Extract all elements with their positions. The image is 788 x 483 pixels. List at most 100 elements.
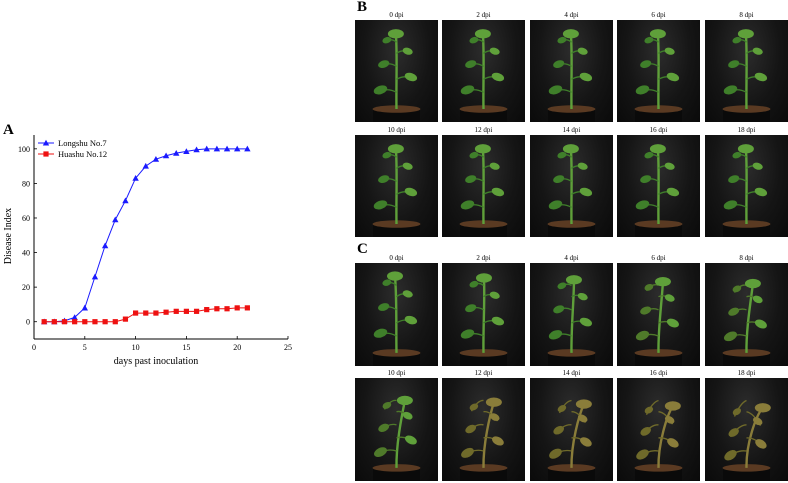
photo-caption: 0 dpi	[389, 254, 404, 262]
data-point	[71, 314, 78, 320]
panel-b-photo-cell: 16 dpi	[617, 126, 700, 237]
series-1	[40, 145, 251, 325]
photo-caption: 10 dpi	[387, 126, 406, 134]
data-point	[102, 319, 108, 325]
data-point	[122, 197, 129, 204]
data-point	[112, 319, 118, 325]
plant-photo	[355, 378, 438, 481]
data-point	[213, 145, 221, 152]
data-point	[51, 319, 57, 325]
data-point	[152, 156, 160, 162]
data-point	[244, 305, 250, 311]
data-point	[244, 145, 251, 152]
disease-index-chart: 0 20 40 60 80 100 0 5 10 15 20 25 Longshu No.7Huas…	[3, 135, 292, 367]
data-point	[193, 308, 200, 314]
data-point	[72, 319, 78, 325]
data-point	[133, 310, 139, 316]
plant-photo	[442, 263, 525, 366]
x-tick-label: 15	[182, 343, 190, 352]
data-point	[183, 148, 190, 154]
photo-caption: 6 dpi	[651, 11, 666, 19]
data-point	[81, 304, 88, 311]
y-axis-label: Disease Index	[3, 208, 14, 264]
plant-photo	[355, 135, 438, 237]
plant-photo	[442, 135, 525, 237]
data-point	[143, 310, 149, 316]
plant-photo	[530, 20, 613, 122]
data-point	[41, 319, 47, 325]
data-point	[163, 309, 169, 315]
plant-photo	[442, 20, 525, 122]
data-point	[234, 145, 241, 152]
legend-marker	[43, 151, 49, 157]
panel-b-photo-cell: 12 dpi	[442, 126, 525, 237]
photo-caption: 12 dpi	[474, 126, 493, 134]
plant-photo	[617, 135, 700, 237]
plant-photo	[705, 263, 788, 366]
plant-photo	[355, 20, 438, 122]
y-tick-label: 0	[26, 318, 30, 327]
panel-b-photo-cell: 4 dpi	[530, 11, 613, 122]
legend-label: Longshu No.7	[58, 138, 107, 148]
plant-photo	[617, 20, 700, 122]
panel-label-a: A	[3, 122, 14, 138]
y-tick-label: 100	[18, 145, 30, 154]
photo-caption: 4 dpi	[564, 11, 579, 19]
legend-marker	[42, 139, 50, 146]
plant-photo	[530, 135, 613, 237]
data-point	[122, 316, 129, 322]
plant-photo	[530, 263, 613, 366]
data-point	[142, 162, 149, 169]
data-point	[91, 273, 99, 280]
plant-photo	[617, 378, 700, 481]
y-tick-label: 40	[22, 249, 30, 258]
panel-c-photo-cell: 4 dpi	[530, 254, 613, 366]
x-axis-label: days past inoculation	[114, 356, 198, 367]
photo-caption: 0 dpi	[389, 11, 404, 19]
panel-c-photo-cell: 2 dpi	[442, 254, 525, 366]
data-point	[223, 145, 231, 152]
photo-caption: 10 dpi	[387, 369, 406, 377]
data-point	[82, 319, 88, 325]
photo-caption: 16 dpi	[649, 369, 668, 377]
panel-c-photo-cell: 16 dpi	[617, 369, 700, 481]
data-point	[153, 310, 159, 316]
x-tick-label: 5	[83, 343, 87, 352]
photo-caption: 18 dpi	[737, 126, 756, 134]
data-point	[203, 145, 210, 152]
data-point	[132, 175, 139, 181]
y-axis-ticks: 0 20 40 60 80 100	[18, 145, 37, 327]
data-point	[193, 146, 200, 153]
panel-b-photo-cell: 0 dpi	[355, 11, 438, 122]
x-tick-label: 20	[233, 343, 241, 352]
panel-b-photo-cell: 6 dpi	[617, 11, 700, 122]
photo-caption: 14 dpi	[562, 369, 581, 377]
data-point	[92, 319, 98, 325]
data-point	[204, 307, 210, 313]
photo-caption: 12 dpi	[474, 369, 493, 377]
data-point	[162, 152, 170, 159]
x-axis-ticks: 0 5 10 15 20 25	[32, 336, 292, 352]
plant-photo	[705, 135, 788, 237]
panel-b-photo-cell: 14 dpi	[530, 126, 613, 237]
panel-c-photo-cell: 10 dpi	[355, 369, 438, 481]
data-point	[173, 308, 179, 314]
series-line	[44, 148, 248, 323]
photo-caption: 6 dpi	[651, 254, 666, 262]
x-tick-label: 25	[284, 343, 292, 352]
panel-label-c: C	[357, 241, 368, 257]
data-point	[61, 319, 68, 325]
panel-c-photo-cell: 14 dpi	[530, 369, 613, 481]
data-point	[234, 305, 240, 311]
plant-photo	[355, 263, 438, 366]
panel-c-photo-cell: 12 dpi	[442, 369, 525, 481]
photo-caption: 14 dpi	[562, 126, 581, 134]
chart-series	[40, 145, 251, 325]
panel-c-photo-cell: 0 dpi	[355, 254, 438, 366]
y-tick-label: 80	[22, 179, 30, 188]
photo-caption: 8 dpi	[739, 11, 754, 19]
panel-b-photo-cell: 8 dpi	[705, 11, 788, 122]
photo-caption: 8 dpi	[739, 254, 754, 262]
y-tick-label: 20	[22, 283, 30, 292]
